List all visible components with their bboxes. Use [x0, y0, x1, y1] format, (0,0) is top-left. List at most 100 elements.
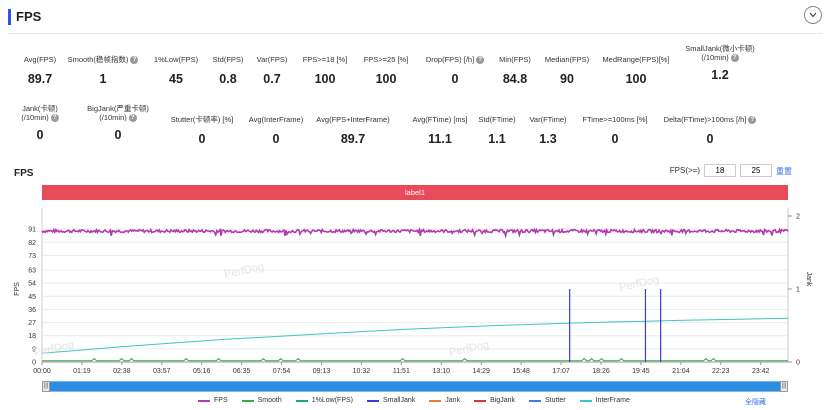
x-tick-label: 13:10	[433, 368, 451, 375]
stat-value: 0.8	[219, 72, 237, 86]
y-tick-label: 91	[28, 227, 36, 234]
stat-label-text: MedRange(FPS)[%]	[602, 55, 670, 64]
stat-label-text: Avg(FPS+InterFrame)	[316, 115, 390, 124]
help-icon[interactable]: ?	[748, 115, 757, 124]
stat-label: Smooth(稳帧指数)?	[43, 55, 163, 64]
y2-tick-label: 2	[796, 214, 800, 221]
stat-label: 1%Low(FPS)	[116, 55, 236, 64]
header-divider	[8, 33, 822, 34]
stat-label-line2: (/10min)?	[0, 113, 100, 122]
y-tick-label: 54	[28, 281, 36, 288]
stat-label-text: FPS>=18 [%]	[302, 55, 348, 64]
hide-all-button[interactable]: 全隐藏	[745, 399, 766, 406]
help-icon[interactable]: ?	[128, 113, 137, 122]
collapse-button[interactable]	[804, 6, 822, 24]
legend-label: Stutter	[544, 397, 566, 404]
fps-threshold-input-2[interactable]	[740, 164, 772, 177]
legend-label: 1%Low(FPS)	[311, 397, 353, 404]
legend-item-low1[interactable]: 1%Low(FPS)	[295, 397, 353, 404]
fps-series-line	[41, 226, 789, 239]
stat-label: FPS>=18 [%]	[265, 55, 385, 64]
stat-label-text: Std(FTime)	[478, 115, 516, 124]
stat-value: 0	[611, 132, 619, 146]
help-icon[interactable]: ?	[50, 113, 59, 122]
x-tick-label: 07:54	[273, 368, 291, 375]
x-tick-label: 17:07	[552, 368, 570, 375]
stat-label-text: Drop(FPS) [/h]	[425, 55, 475, 64]
stat-value: 0	[36, 128, 44, 142]
x-tick-label: 18:26	[592, 368, 610, 375]
legend-swatch	[429, 399, 442, 402]
y-tick-label: 27	[28, 320, 36, 327]
stat-value: 1	[99, 72, 107, 86]
stat-10: MedRange(FPS)[%] 100	[576, 55, 696, 86]
legend-swatch	[474, 399, 487, 402]
stat-value: 1.1	[488, 132, 506, 146]
scrollbar-left-handle[interactable]: |||	[42, 381, 50, 392]
stat-label-text: Smooth(稳帧指数)	[67, 55, 129, 64]
stat-label: Delta(FTime)>100ms [/h]?	[650, 115, 770, 124]
stat-label-text: FTime>=100ms [%]	[582, 115, 648, 124]
stat-label-unit: (/10min)	[99, 113, 127, 122]
stat-2: Stutter(卡顿率) [%] 0	[142, 115, 262, 146]
stat-0: Avg(FPS) 89.7	[0, 55, 100, 86]
x-tick-label: 00:00	[33, 368, 51, 375]
legend-item-smalljank[interactable]: SmallJank	[366, 397, 415, 404]
legend-item-stutter[interactable]: Stutter	[528, 397, 566, 404]
stat-6: Std(FTime) 1.1	[437, 115, 557, 146]
stat-label: Var(FTime)	[488, 115, 608, 124]
fps-threshold-label: FPS(>=)	[669, 166, 700, 175]
x-tick-label: 09:13	[313, 368, 331, 375]
fps-threshold-input-1[interactable]	[704, 164, 736, 177]
y-tick-label: 0	[32, 360, 36, 367]
fps-threshold-controls: FPS(>=)	[670, 164, 790, 177]
stat-label-line2: (/10min)?	[58, 113, 178, 122]
help-icon[interactable]: ?	[730, 53, 739, 62]
stat-1: Smooth(稳帧指数)? 1	[43, 55, 163, 86]
y-tick-label: 82	[28, 240, 36, 247]
help-icon[interactable]: ?	[130, 55, 139, 64]
legend-swatch	[198, 399, 210, 402]
y-tick-label: 45	[28, 294, 36, 301]
stat-label-text: Stutter(卡顿率) [%]	[170, 115, 234, 124]
legend-swatch	[579, 399, 592, 402]
y-tick-label: 18	[28, 333, 36, 340]
stat-label: BigJank(严重卡顿)	[58, 104, 178, 113]
legend-swatch	[295, 399, 308, 402]
y2-tick-label: 1	[796, 287, 800, 294]
stat-label: Drop(FPS) [/h]?	[395, 55, 515, 64]
watermark-text: PerfDog	[33, 339, 75, 359]
stat-label-text: BigJank(严重卡顿)	[87, 104, 149, 113]
stat-value: 89.7	[27, 72, 53, 86]
reset-button[interactable]: 重置	[776, 167, 792, 176]
timeline-scrollbar[interactable]	[42, 381, 788, 392]
stat-2: 1%Low(FPS) 45	[116, 55, 236, 86]
stat-label: Avg(FPS+InterFrame)	[293, 115, 413, 124]
stat-label-text: Std(FPS)	[212, 55, 244, 64]
stat-label-unit: (/10min)	[701, 53, 729, 62]
legend-swatch	[528, 399, 541, 402]
legend-item-smooth[interactable]: Smooth	[241, 397, 282, 404]
stat-value: 0	[706, 132, 714, 146]
stat-value: 1.2	[711, 68, 729, 82]
scrollbar-right-handle[interactable]: |||	[780, 381, 788, 392]
legend-label: BigJank	[490, 397, 515, 404]
legend-item-interframe[interactable]: InterFrame	[579, 397, 630, 404]
stat-label: SmallJank(微小卡顿)	[660, 44, 780, 53]
help-icon[interactable]: ?	[476, 55, 485, 64]
legend-item-bigjank[interactable]: BigJank	[474, 397, 515, 404]
label-bar[interactable]: label1	[42, 185, 788, 200]
stat-value: 100	[375, 72, 397, 86]
stat-1: BigJank(严重卡顿) (/10min)? 0	[58, 104, 178, 142]
stat-label-text: SmallJank(微小卡顿)	[685, 44, 755, 53]
stat-8: FTime>=100ms [%] 0	[555, 115, 675, 146]
chart-legend: FPS Smooth 1%Low(FPS) SmallJank Jank BigJank S…	[198, 397, 630, 404]
legend-item-fps[interactable]: FPS	[198, 397, 228, 404]
interframe-series-line	[41, 317, 789, 354]
stat-label-text: Delta(FTime)>100ms [/h]	[663, 115, 747, 124]
section-title: FPS	[16, 9, 42, 24]
chart-title: FPS	[14, 168, 34, 179]
stat-label: Avg(FTime) [ms]	[380, 115, 500, 124]
chevron-down-icon	[809, 12, 817, 18]
legend-item-jank[interactable]: Jank	[429, 397, 460, 404]
